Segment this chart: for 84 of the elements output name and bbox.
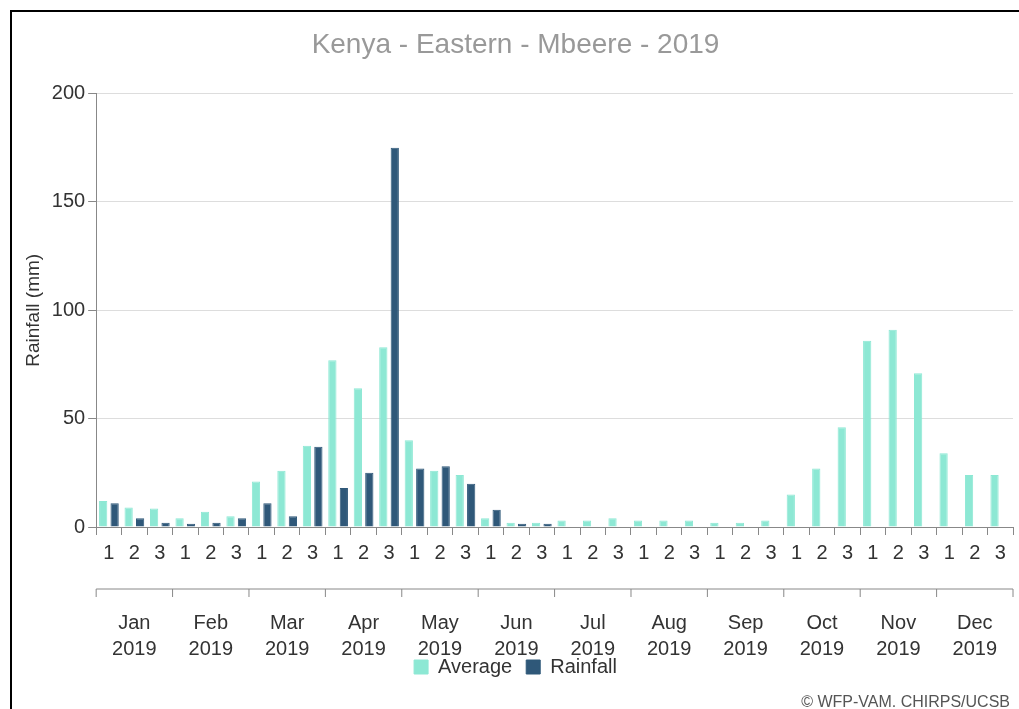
text: © WFP-VAM. CHIRPS/UCSB: [801, 693, 1010, 709]
text: Oct 2019: [799, 610, 845, 659]
y-tick-label: 200: [51, 81, 86, 104]
text: Aug 2019: [646, 610, 692, 659]
x-tick-label: 1: [103, 540, 115, 563]
x-tick-label: 2: [358, 540, 370, 563]
x-tick-label: 2: [205, 540, 217, 563]
x-tick-label: 3: [536, 540, 548, 563]
y-tick-label: 100: [51, 297, 86, 320]
x-tick-label: 2: [281, 540, 293, 563]
x-tick-label: 2: [663, 540, 675, 563]
y-tick-label: 150: [51, 189, 86, 212]
bar: [339, 487, 348, 527]
chart-title: Kenya - Eastern - Mbeere - 2019: [311, 27, 720, 59]
bar: [302, 445, 312, 527]
bar: [939, 453, 948, 527]
x-tick-label: 3: [307, 540, 319, 563]
x-tick-label: 3: [459, 540, 472, 563]
x-tick-label: 3: [689, 540, 701, 563]
text: Apr 2019: [341, 610, 386, 659]
x-tick-label: 1: [867, 540, 879, 563]
x-tick-label: 2: [892, 540, 904, 563]
bar: [455, 474, 464, 527]
bar: [430, 470, 439, 527]
x-tick-label: 3: [612, 540, 624, 563]
bar: [149, 508, 159, 527]
bar: [492, 509, 501, 527]
text: Dec 2019: [952, 610, 998, 659]
bar: [863, 340, 872, 527]
bar: [990, 474, 999, 527]
text: Feb 2019: [188, 610, 234, 659]
x-tick-label: 1: [943, 540, 955, 563]
x-tick-label: 3: [230, 540, 242, 563]
bar: [914, 373, 923, 527]
x-tick-label: 2: [816, 540, 828, 563]
bar: [379, 347, 388, 527]
bar: [416, 468, 425, 527]
x-tick-label: 3: [765, 540, 777, 563]
x-tick-label: 2: [740, 540, 752, 563]
x-tick-label: 1: [179, 540, 191, 563]
bar: [786, 494, 795, 527]
x-tick-label: 1: [332, 540, 344, 563]
bar: [328, 360, 337, 527]
bar: [441, 466, 450, 527]
bar: [124, 507, 133, 527]
bar: [277, 470, 286, 527]
x-tick-label: 3: [841, 540, 854, 563]
bar: [110, 503, 119, 527]
bar: [314, 446, 323, 527]
bar: [812, 468, 821, 527]
bar: [99, 501, 108, 527]
x-tick-label: 2: [434, 540, 446, 563]
x-tick-label: 1: [790, 540, 803, 563]
bar: [353, 388, 362, 527]
x-tick-label: 2: [128, 540, 140, 563]
bar: [251, 481, 261, 527]
x-tick-label: 1: [485, 540, 497, 563]
x-tick-label: 1: [714, 540, 726, 563]
bar: [837, 427, 846, 527]
x-tick-label: 3: [383, 540, 395, 563]
x-tick-label: 3: [994, 540, 1006, 563]
bar: [404, 440, 413, 527]
x-tick-label: 2: [587, 540, 599, 563]
x-tick-label: 1: [408, 540, 421, 563]
x-tick-label: 3: [918, 540, 930, 563]
bar: [467, 483, 476, 527]
text: Nov 2019: [876, 610, 921, 659]
bar: [888, 329, 897, 527]
y-tick-label: 50: [62, 406, 86, 429]
x-tick-label: 1: [638, 540, 650, 563]
x-tick-label: 2: [510, 540, 522, 563]
bar: [365, 472, 374, 527]
x-tick-label: 1: [256, 540, 268, 563]
x-tick-label: 2: [969, 540, 981, 563]
bar: [964, 474, 974, 527]
x-tick-label: 3: [154, 540, 166, 563]
bar: [263, 503, 272, 527]
y-axis-title: Rainfall (mm): [21, 253, 43, 367]
bar: [390, 147, 399, 527]
text: Mar 2019: [264, 610, 310, 659]
text: Sep 2019: [723, 610, 768, 659]
x-tick-label: 1: [561, 540, 573, 563]
text: Jan 2019: [112, 610, 157, 659]
y-tick-label: 0: [74, 514, 86, 537]
